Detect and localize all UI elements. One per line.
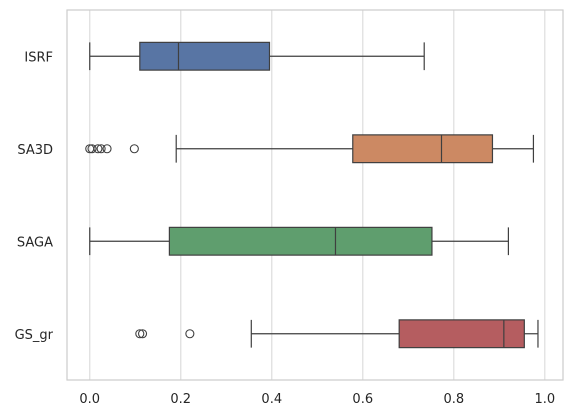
- box-group: [86, 135, 534, 163]
- box-group: [90, 42, 424, 70]
- box-group: [136, 320, 538, 348]
- outlier-point: [103, 145, 111, 153]
- x-tick-label: 0.6: [352, 392, 373, 407]
- outlier-point: [130, 145, 138, 153]
- x-tick-label: 0.8: [443, 392, 464, 407]
- x-tick-label: 0.0: [79, 392, 100, 407]
- outlier-point: [186, 330, 194, 338]
- iqr-box: [140, 42, 270, 70]
- y-tick-label: SA3D: [17, 143, 53, 158]
- iqr-box: [169, 227, 432, 255]
- box-layer: [86, 42, 538, 347]
- x-tick-label: 0.2: [170, 392, 191, 407]
- y-tick-label: SAGA: [17, 235, 53, 250]
- x-tick-label: 0.4: [261, 392, 282, 407]
- y-tick-label: GS_gr: [15, 328, 54, 343]
- y-tick-label: ISRF: [24, 50, 53, 65]
- box-group: [90, 227, 509, 255]
- iqr-box: [399, 320, 524, 348]
- iqr-box: [353, 135, 493, 163]
- x-tick-label: 1.0: [534, 392, 555, 407]
